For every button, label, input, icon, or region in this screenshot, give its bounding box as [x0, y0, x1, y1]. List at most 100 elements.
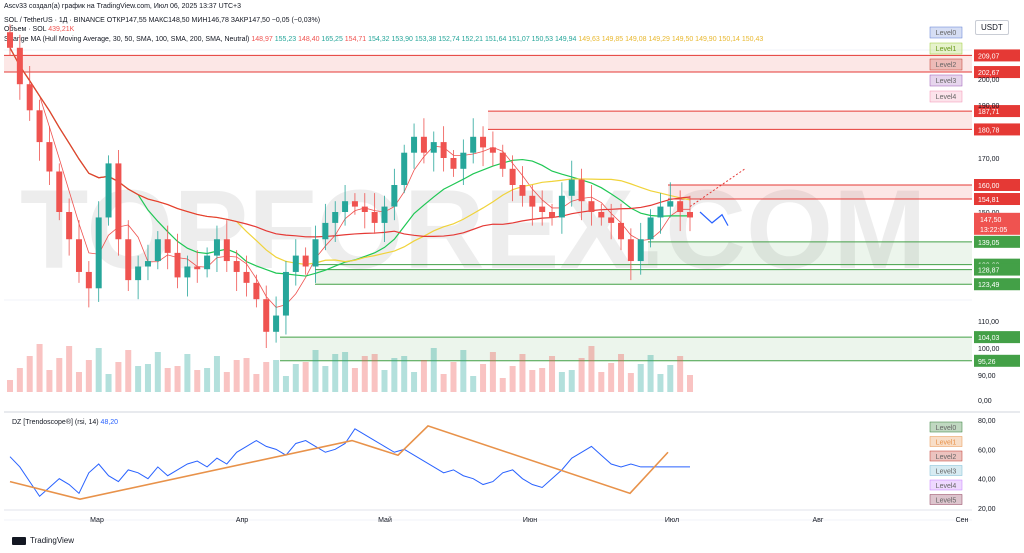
volume-bar: [529, 370, 536, 392]
volume-value: 439,21K: [48, 26, 75, 33]
candle-body: [26, 84, 33, 111]
candle-body: [519, 185, 526, 196]
candle-body: [66, 212, 73, 240]
ma-value: 154,32: [366, 36, 390, 43]
volume-bar: [46, 370, 53, 392]
volume-bar: [598, 372, 605, 392]
volume-bar: [263, 362, 270, 392]
volume-bar: [322, 366, 329, 392]
price-level-label: 95,26: [978, 359, 996, 366]
volume-bar: [213, 356, 220, 392]
candle-body: [588, 201, 595, 212]
price-level-label: 104,03: [978, 335, 1000, 342]
volume-bar: [282, 376, 289, 392]
candle-body: [667, 201, 674, 207]
price-level-tag: [974, 193, 1020, 206]
ma-value: 151,07: [506, 36, 530, 43]
volume-bar: [627, 373, 634, 392]
candle-body: [292, 255, 299, 272]
ma-values: 148,97 155,23 148,40 165,25 154,71 154,3…: [251, 36, 763, 43]
ma-value: 149,90: [693, 36, 717, 43]
volume-bar: [677, 356, 684, 392]
rsi-legend[interactable]: DZ [Trendoscope®] (rsi, 14) 48,20: [12, 419, 118, 426]
volume-bar: [115, 362, 122, 392]
price-level-label: 187,71: [978, 109, 1000, 116]
candle-body: [440, 142, 447, 158]
level-legend-label: Level2: [936, 62, 957, 69]
volume-bar: [253, 374, 260, 392]
candle-body: [499, 152, 506, 169]
rsi-line: [9, 428, 690, 498]
candle-body: [637, 239, 644, 262]
candle-body: [351, 201, 358, 207]
volume-bar: [194, 370, 201, 392]
volume-bar: [95, 348, 102, 392]
candle-body: [174, 252, 181, 278]
volume-bar: [549, 356, 556, 392]
price-level-tag: [974, 66, 1020, 79]
volume-bar: [332, 354, 339, 392]
volume-bar: [558, 372, 565, 392]
rsi-y-tick-label: 80,00: [978, 418, 996, 425]
candle-body: [539, 206, 546, 212]
volume-bar: [539, 368, 546, 392]
candle-body: [46, 142, 53, 172]
candle-body: [618, 222, 625, 240]
volume-legend[interactable]: Объем · SOL 439,21K: [4, 26, 74, 33]
candle-body: [213, 239, 220, 256]
volume-bar: [608, 363, 615, 392]
volume-bar: [470, 376, 477, 392]
price-level-tag: [974, 263, 1020, 276]
rsi-title: DZ [Trendoscope®] (rsi, 14): [12, 419, 99, 426]
x-tick-label: Июн: [523, 517, 537, 524]
volume-bar: [154, 352, 161, 392]
volume-bar: [135, 366, 142, 392]
candle-body: [687, 212, 693, 218]
volume-bar: [450, 362, 457, 392]
rsi-value: 48,20: [100, 419, 119, 426]
candle-body: [608, 217, 615, 223]
resistance-zone: [668, 185, 972, 200]
y-tick-label: 170,00: [978, 156, 1000, 163]
price-level-label: 139,05: [978, 240, 1000, 247]
candle-body: [558, 195, 565, 218]
currency-selector[interactable]: USDT: [975, 20, 1009, 35]
volume-bar: [420, 360, 427, 392]
price-level-tag: [974, 354, 1020, 367]
volume-bar: [637, 364, 644, 392]
candle-body: [282, 271, 289, 316]
rsi-level-legend-label: Level1: [936, 440, 957, 447]
candle-body: [361, 206, 368, 212]
support-zone: [648, 241, 972, 265]
candle-body: [223, 239, 230, 262]
candle-body: [16, 47, 23, 85]
ma-value: 150,53: [529, 36, 554, 43]
rsi-y-tick-label: 60,00: [978, 447, 996, 454]
candle-body: [7, 32, 13, 48]
y-tick-label: 190,00: [978, 103, 1000, 110]
price-level-label: 123,49: [978, 282, 1000, 289]
candle-body: [460, 152, 467, 169]
rsi-level-legend-box: [929, 436, 963, 447]
volume-bar: [66, 346, 73, 392]
candle-body: [105, 163, 112, 218]
ma-value: 150,14: [716, 36, 740, 43]
volume-bar: [85, 360, 92, 392]
volume-bar: [125, 350, 132, 392]
support-zone: [280, 337, 972, 361]
price-level-tag: [974, 105, 1020, 118]
candle-body: [627, 239, 634, 262]
ma-legend[interactable]: Strange MA (Hull Moving Average, 30, 50,…: [4, 36, 763, 43]
volume-bar: [144, 364, 151, 392]
candle-body: [115, 163, 122, 240]
volume-bar: [273, 360, 280, 392]
volume-bar: [204, 368, 211, 392]
volume-bar: [568, 370, 575, 392]
volume-bar: [351, 368, 358, 392]
symbol-legend[interactable]: SOL / TetherUS · 1Д · BINANCE ОТКР147,55…: [4, 17, 320, 24]
volume-bar: [312, 350, 319, 392]
price-level-label: 202,67: [978, 70, 1000, 77]
sma200-line: [9, 47, 691, 238]
volume-bar: [519, 354, 526, 392]
